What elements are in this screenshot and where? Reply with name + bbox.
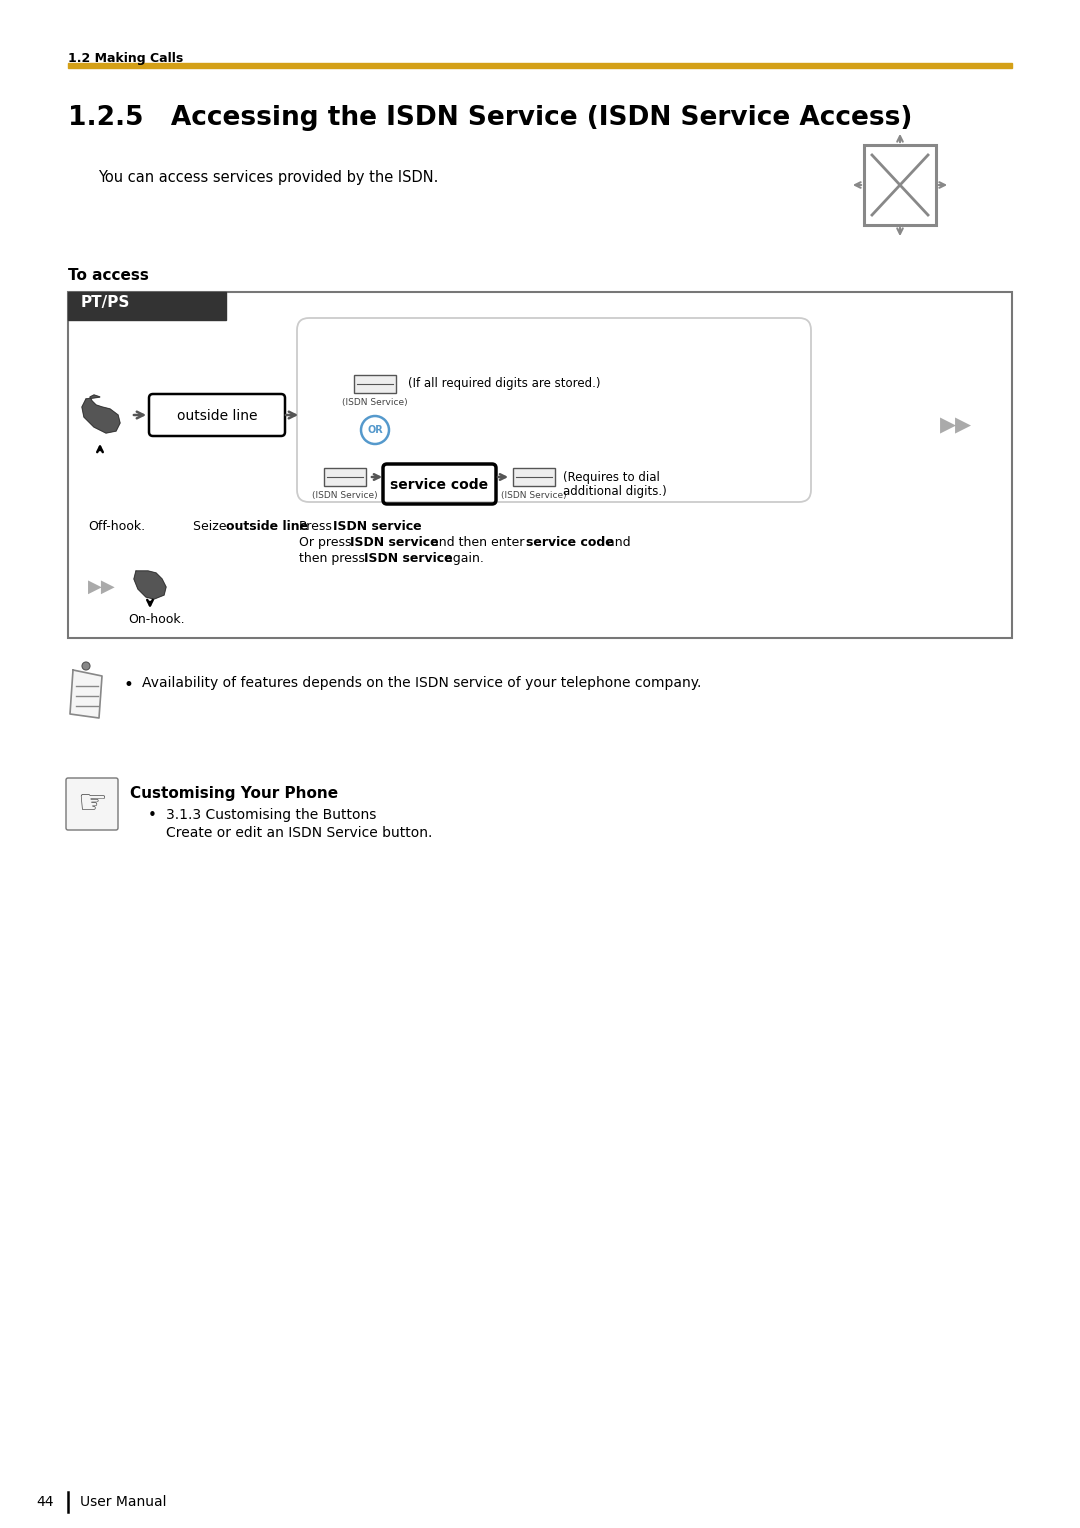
- Text: service code: service code: [526, 536, 613, 549]
- Text: OR: OR: [367, 425, 383, 435]
- Bar: [354, 374, 396, 393]
- Text: Availability of features depends on the ISDN service of your telephone company.: Availability of features depends on the …: [141, 675, 701, 691]
- Polygon shape: [82, 396, 120, 432]
- Text: (Requires to dial: (Requires to dial: [563, 471, 660, 484]
- Text: and then enter: and then enter: [427, 536, 528, 549]
- Text: User Manual: User Manual: [80, 1494, 166, 1510]
- Text: and: and: [603, 536, 631, 549]
- Text: Customising Your Phone: Customising Your Phone: [130, 785, 338, 801]
- Text: ☞: ☞: [77, 787, 107, 821]
- Bar: [864, 145, 936, 225]
- Text: Off-hook.: Off-hook.: [87, 520, 145, 533]
- Text: Or press: Or press: [299, 536, 355, 549]
- Text: service code: service code: [391, 478, 488, 492]
- Text: outside line: outside line: [226, 520, 308, 533]
- Text: 1.2.5   Accessing the ISDN Service (ISDN Service Access): 1.2.5 Accessing the ISDN Service (ISDN S…: [68, 105, 913, 131]
- Circle shape: [361, 416, 389, 445]
- Text: PT/PS: PT/PS: [81, 295, 131, 310]
- Text: Seize: Seize: [193, 520, 230, 533]
- Polygon shape: [134, 571, 166, 599]
- Polygon shape: [70, 669, 102, 718]
- Text: ISDN service: ISDN service: [364, 552, 453, 565]
- Text: ▶▶: ▶▶: [87, 578, 116, 596]
- Text: (ISDN Service): (ISDN Service): [342, 397, 408, 406]
- Text: 44: 44: [37, 1494, 54, 1510]
- Text: ISDN service: ISDN service: [333, 520, 421, 533]
- Bar: [68, 63, 1012, 69]
- Text: again.: again.: [441, 552, 484, 565]
- Text: .: .: [305, 520, 309, 533]
- Text: (ISDN Service): (ISDN Service): [312, 490, 378, 500]
- Text: (If all required digits are stored.): (If all required digits are stored.): [408, 376, 600, 390]
- Text: ▶▶: ▶▶: [940, 416, 972, 435]
- Text: 1.2 Making Calls: 1.2 Making Calls: [68, 52, 184, 66]
- Bar: [324, 468, 366, 486]
- Text: .: .: [410, 520, 414, 533]
- Text: You can access services provided by the ISDN.: You can access services provided by the …: [98, 170, 438, 185]
- Text: (ISDN Service): (ISDN Service): [501, 490, 567, 500]
- Text: ISDN service: ISDN service: [350, 536, 438, 549]
- Bar: [68, 292, 226, 319]
- Text: •: •: [123, 675, 133, 694]
- Text: 3.1.3 Customising the Buttons: 3.1.3 Customising the Buttons: [166, 808, 376, 822]
- Text: On-hook.: On-hook.: [129, 613, 185, 626]
- Text: •: •: [148, 808, 157, 824]
- Text: To access: To access: [68, 267, 149, 283]
- Text: then press: then press: [299, 552, 369, 565]
- FancyBboxPatch shape: [66, 778, 118, 830]
- Circle shape: [82, 662, 90, 669]
- Text: Create or edit an ISDN Service button.: Create or edit an ISDN Service button.: [166, 827, 432, 840]
- Text: Press: Press: [299, 520, 336, 533]
- Text: outside line: outside line: [177, 410, 257, 423]
- Bar: [68, 292, 1012, 639]
- Text: additional digits.): additional digits.): [563, 484, 666, 498]
- Bar: [513, 468, 555, 486]
